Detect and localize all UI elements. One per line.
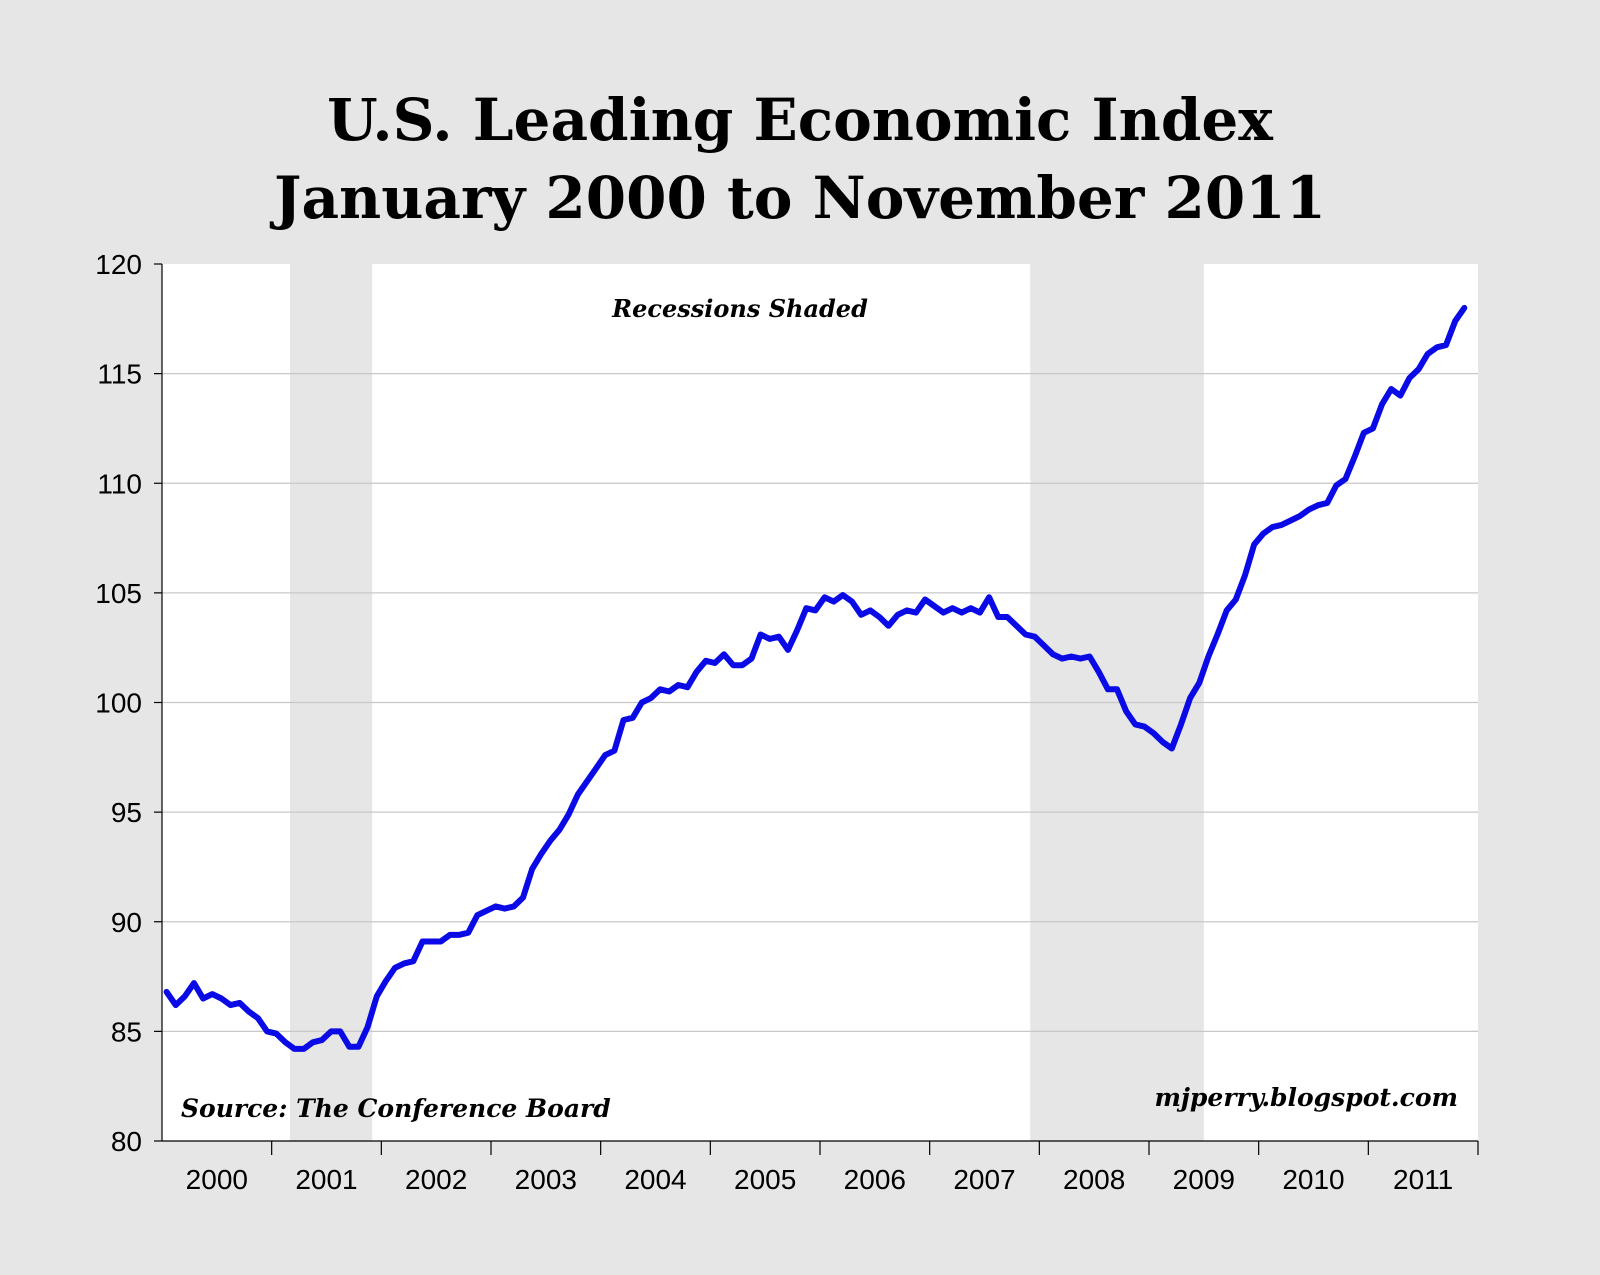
series-line-1 (163, 304, 1468, 1052)
chart-title-line-2: January 2000 to November 2011 (269, 164, 1326, 232)
y-tick-label-110: 110 (97, 468, 142, 499)
recessions-annotation: Recessions Shaded (611, 294, 868, 323)
y-tick-label-115: 115 (97, 359, 142, 390)
series-layer (163, 304, 1468, 1052)
y-tick-label-105: 105 (95, 578, 142, 609)
y-tick-label-95: 95 (111, 797, 142, 828)
x-tick-label-2007: 2007 (953, 1164, 1015, 1195)
x-tick-label-2000: 2000 (186, 1164, 248, 1195)
y-tick-label-90: 90 (111, 907, 142, 938)
credit-note: mjperry.blogspot.com (1154, 1083, 1458, 1112)
chart-title-line-1: U.S. Leading Economic Index (327, 86, 1273, 154)
x-tick-label-2010: 2010 (1282, 1164, 1344, 1195)
gridlines (162, 373, 1478, 1032)
y-tick-label-100: 100 (95, 688, 142, 719)
x-tick-label-2002: 2002 (405, 1164, 467, 1195)
x-tick-label-2003: 2003 (515, 1164, 577, 1195)
x-tick-label-2009: 2009 (1173, 1164, 1235, 1195)
y-tick-label-80: 80 (111, 1126, 142, 1157)
x-tick-label-2006: 2006 (844, 1164, 906, 1195)
x-tick-label-2008: 2008 (1063, 1164, 1125, 1195)
x-tick-label-2005: 2005 (734, 1164, 796, 1195)
source-note: Source: The Conference Board (181, 1094, 611, 1123)
axes: 80 85 90 95 100 105 110 115 120 2000 2001 2002 2003 2… (95, 249, 1479, 1195)
y-tick-label-85: 85 (111, 1016, 142, 1047)
x-tick-label-2011: 2011 (1393, 1164, 1453, 1195)
x-tick-label-2001: 2001 (295, 1164, 357, 1195)
x-tick-label-2004: 2004 (624, 1164, 686, 1195)
y-tick-label-120: 120 (95, 249, 142, 280)
